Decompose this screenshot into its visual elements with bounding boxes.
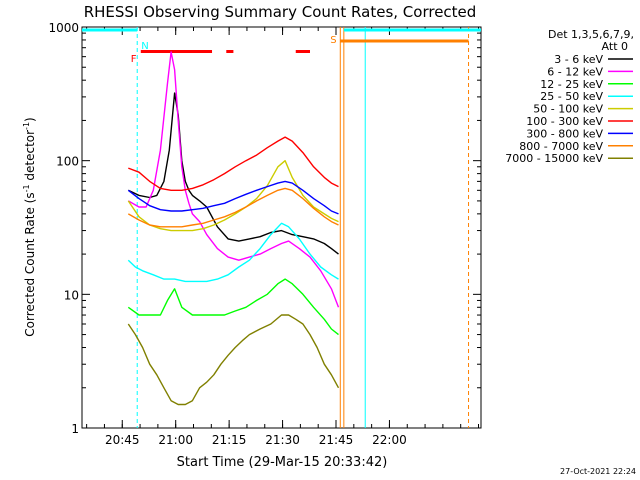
series-lines — [127, 51, 340, 406]
y-label-main: Corrected Count Rate (s — [23, 192, 37, 336]
observing-annotations: NF S — [82, 27, 481, 428]
legend-header-attenuator: Att 0 — [602, 40, 628, 53]
legend-label: 6 - 12 keV — [547, 65, 603, 78]
chart-title: RHESSI Observing Summary Count Rates, Co… — [84, 3, 477, 21]
y-label-sup2: -1 — [22, 122, 31, 130]
legend-label: 7000 - 15000 keV — [505, 152, 603, 165]
x-tick-label: 21:45 — [319, 433, 354, 447]
series-line — [127, 180, 339, 215]
y-tick-label: 1 — [71, 422, 79, 436]
series-line — [128, 136, 339, 192]
flag-marker: S — [330, 35, 336, 46]
x-tick-label: 21:00 — [158, 433, 193, 447]
x-tick-label: 22:00 — [372, 433, 407, 447]
y-label-mid: detector — [23, 130, 37, 185]
legend-label: 100 - 300 keV — [526, 115, 603, 128]
series-line — [127, 222, 339, 283]
series-line — [127, 314, 340, 406]
timestamp: 27-Oct-2021 22:24 — [560, 467, 636, 476]
x-axis: 20:45 21:00 21:15 21:30 21:45 22:00 — [86, 27, 480, 447]
y-tick-label: 100 — [56, 155, 79, 169]
x-tick-label: 21:30 — [265, 433, 300, 447]
series-line — [127, 187, 339, 228]
y-label-sup1: -1 — [22, 184, 31, 192]
legend-label: 300 - 800 keV — [526, 127, 603, 140]
x-axis-label: Start Time (29-Mar-15 20:33:42) — [177, 455, 388, 470]
y-tick-label: 10 — [64, 288, 79, 302]
series-line — [127, 278, 339, 336]
x-tick-label: 20:45 — [105, 433, 140, 447]
plot-area — [81, 26, 482, 429]
legend-label: 50 - 100 keV — [533, 103, 603, 116]
legend-label: 800 - 7000 keV — [519, 140, 603, 153]
plot-background — [83, 28, 480, 427]
flag-marker: F — [131, 54, 137, 65]
y-tick-label: 1000 — [48, 21, 79, 35]
y-label-end: ) — [23, 117, 37, 122]
y-axis: 1 10 100 1000 — [48, 21, 481, 436]
legend-label: 25 - 50 keV — [540, 90, 603, 103]
legend-label: 3 - 6 keV — [554, 53, 603, 66]
legend-label: 12 - 25 keV — [540, 78, 603, 91]
x-tick-label: 21:15 — [212, 433, 247, 447]
legend-header-detectors: Det 1,3,5,6,7,9, — [548, 28, 634, 41]
flag-marker: N — [141, 41, 148, 52]
y-axis-label: Corrected Count Rate (s-1 detector-1) — [22, 117, 37, 336]
